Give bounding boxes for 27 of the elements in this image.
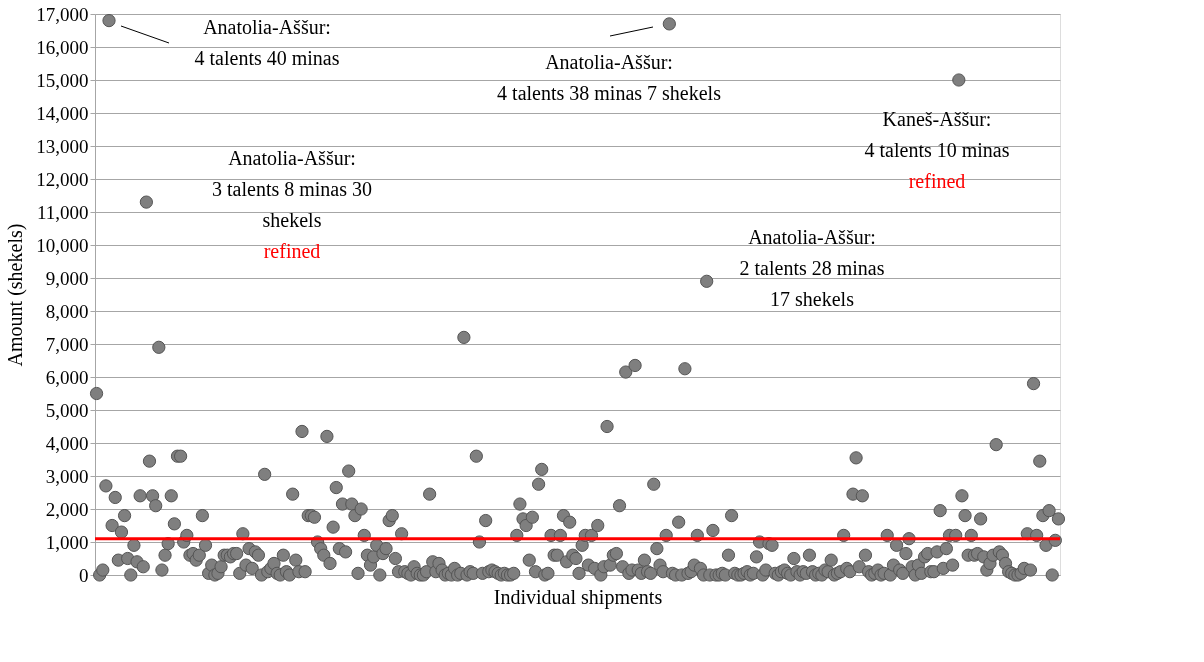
- y-tick-label: 0: [79, 564, 89, 586]
- annotation: Anatolia-Aššur: 4 talents 40 minas: [194, 16, 340, 69]
- y-tick-label: 10,000: [36, 234, 89, 256]
- annotation: Anatolia-Aššur: 3 talents 8 minas 30 shekels: [212, 147, 372, 231]
- y-tick-label: 14,000: [36, 102, 89, 124]
- y-tick-label: 17,000: [36, 3, 89, 25]
- annotation: refined: [263, 240, 321, 262]
- y-axis-title: Amount (shekels): [4, 223, 28, 367]
- y-tick-label: 3,000: [45, 465, 89, 487]
- x-axis-title: Individual shipments: [493, 585, 663, 609]
- annotation: refined: [908, 170, 966, 192]
- y-tick-label: 1,000: [45, 531, 89, 553]
- annotation: Kaneš-Aššur: 4 talents 10 minas: [864, 108, 1010, 161]
- y-tick-label: 2,000: [45, 498, 89, 520]
- y-tick-label: 7,000: [45, 333, 89, 355]
- y-tick-label: 13,000: [36, 135, 89, 157]
- y-tick-label: 6,000: [45, 366, 89, 388]
- y-tick-label: 9,000: [45, 267, 89, 289]
- y-tick-label: 12,000: [36, 168, 89, 190]
- y-tick-label: 8,000: [45, 300, 89, 322]
- y-tick-label: 5,000: [45, 399, 89, 421]
- y-tick-label: 11,000: [36, 201, 89, 223]
- y-tick-label: 16,000: [36, 36, 89, 58]
- y-tick-label: 15,000: [36, 69, 89, 91]
- y-tick-label: 4,000: [45, 432, 89, 454]
- annotation: Anatolia-Aššur: 4 talents 38 minas 7 shekels: [497, 51, 722, 104]
- annotation: Anatolia-Aššur: 2 talents 28 minas 17 shekels: [739, 226, 885, 310]
